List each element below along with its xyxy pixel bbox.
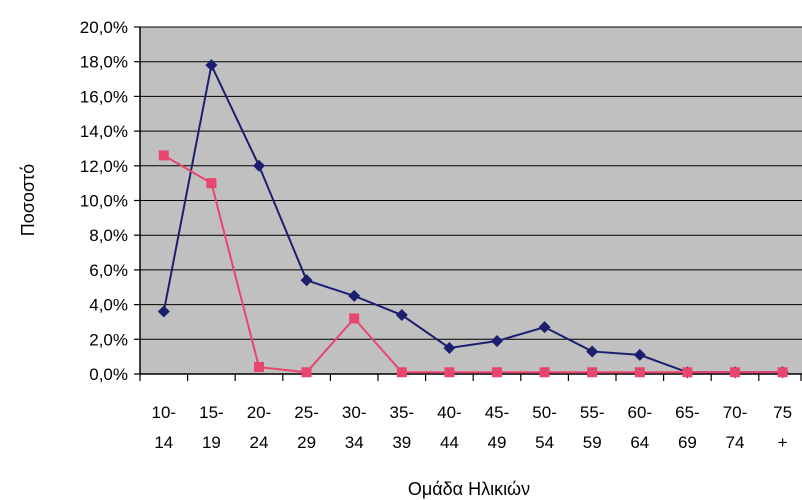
y-tick-label: 18,0% (80, 53, 128, 72)
data-point (348, 289, 361, 302)
data-point (586, 345, 599, 358)
data-point (349, 313, 360, 324)
x-tick-label: 40-44 (437, 403, 462, 452)
x-tick-label: 50-54 (532, 403, 557, 452)
data-point (491, 335, 503, 348)
data-point (730, 367, 740, 378)
series-line (162, 61, 783, 374)
x-tick-label: 25-29 (294, 403, 319, 452)
x-tick-label: 60-64 (628, 403, 653, 452)
x-tick-label: 15-19 (199, 403, 224, 452)
y-tick-label: 2,0% (89, 330, 128, 349)
data-point (205, 59, 218, 72)
data-point (633, 348, 646, 361)
y-axis-title: Ποσοστό (18, 164, 38, 236)
data-point (443, 341, 456, 354)
x-tick-label: 10-14 (152, 403, 177, 452)
x-tick-label: 75 + (773, 403, 792, 452)
data-point (538, 321, 551, 334)
y-tick-label: 0,0% (89, 365, 128, 384)
data-point (396, 367, 407, 378)
x-tick-label: 70-74 (723, 403, 748, 452)
series-line (163, 154, 783, 374)
data-point (587, 367, 598, 378)
data-point (206, 178, 217, 189)
x-tick-label: 30-34 (342, 403, 367, 452)
x-tick-label: 55-59 (580, 403, 605, 452)
y-tick-label: 20,0% (80, 18, 128, 37)
data-point (158, 150, 169, 161)
data-point (777, 367, 788, 378)
data-point (395, 309, 408, 322)
y-tick-label: 6,0% (89, 261, 128, 280)
data-point (157, 305, 170, 318)
x-axis-title: Ομάδα Ηλικιών (408, 479, 530, 499)
x-tick-label: 45-49 (485, 403, 510, 452)
series-2 (158, 150, 788, 378)
data-point (634, 367, 645, 378)
data-point (301, 367, 312, 378)
data-point (682, 367, 693, 378)
x-tick-label: 65-69 (675, 403, 700, 452)
data-point (444, 367, 455, 378)
y-tick-label: 16,0% (80, 87, 128, 106)
data-point (300, 274, 313, 287)
y-tick-label: 12,0% (80, 157, 128, 176)
data-point (539, 367, 550, 378)
x-tick-label: 20-24 (247, 403, 272, 452)
data-point (253, 159, 265, 172)
data-point (492, 367, 502, 378)
x-tick-label: 35-39 (390, 403, 415, 452)
y-tick-label: 4,0% (89, 296, 128, 315)
data-point (254, 362, 264, 373)
y-tick-label: 10,0% (80, 192, 128, 211)
y-tick-label: 8,0% (89, 226, 128, 245)
y-tick-label: 14,0% (80, 122, 128, 141)
